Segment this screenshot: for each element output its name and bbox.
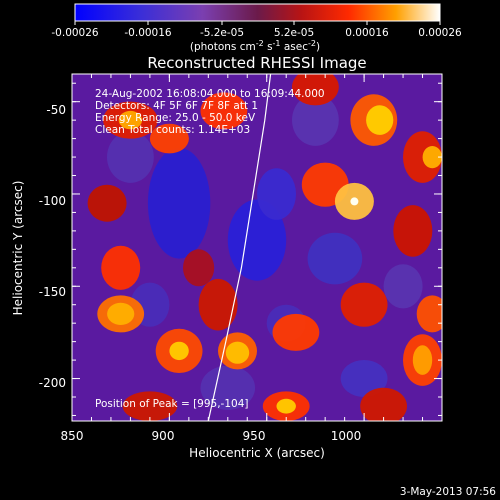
- intensity-region: [292, 94, 339, 146]
- colorbar-tick-label: 0.00016: [345, 27, 389, 39]
- intensity-region: [147, 147, 211, 259]
- colorbar-tick-label: -5.2e-05: [200, 27, 244, 39]
- intensity-region: [340, 360, 388, 397]
- intensity-region: [118, 110, 143, 130]
- solar-limb-line: [207, 74, 272, 421]
- annotation-energy-range: Energy Range: 25.0 - 50.0 keV: [95, 112, 256, 124]
- intensity-region: [360, 387, 407, 421]
- y-tick-label: -200: [39, 376, 66, 390]
- intensity-region: [257, 168, 296, 220]
- colorbar-ticks: [74, 21, 441, 25]
- annotation-detectors: Detectors: 4F 5F 6F 7F 8F att 1: [95, 100, 258, 112]
- colorbar-tick-label: -0.00016: [124, 27, 172, 39]
- annotation-clean-counts: Clean Total counts: 1.14E+03: [95, 124, 250, 136]
- intensity-region: [87, 184, 127, 222]
- peak-highlight: [350, 197, 359, 206]
- intensity-region: [149, 123, 189, 154]
- intensity-region: [393, 205, 433, 257]
- chart-title: Reconstructed RHESSI Image: [147, 54, 366, 72]
- annotation-peak-position: Position of Peak = [995,-104]: [95, 398, 249, 410]
- x-axis-label: Heliocentric X (arcsec): [189, 446, 325, 460]
- x-tick-label: 850: [61, 429, 84, 443]
- intensity-region: [200, 92, 248, 130]
- intensity-region: [366, 105, 394, 135]
- intensity-region: [383, 264, 423, 309]
- plot-frame: [71, 73, 443, 422]
- colorbar-units: (photons cm-2 s-1 asec-2): [190, 39, 320, 53]
- intensity-region: [200, 365, 256, 410]
- intensity-region: [403, 131, 442, 183]
- intensity-region: [292, 74, 339, 106]
- intensity-region: [198, 278, 238, 331]
- y-tick-label: -100: [39, 194, 66, 208]
- intensity-region: [101, 245, 141, 290]
- colorbar-tick-label: -0.00026: [51, 27, 99, 39]
- x-tick-label: 950: [243, 429, 266, 443]
- axes: [71, 74, 443, 421]
- intensity-region: [225, 341, 250, 364]
- intensity-region: [106, 131, 154, 183]
- heatmap-image: [87, 74, 442, 421]
- intensity-region: [107, 302, 135, 325]
- intensity-region: [272, 313, 320, 351]
- intensity-region: [183, 249, 215, 287]
- intensity-region: [307, 232, 363, 285]
- x-tick-label: 900: [152, 429, 175, 443]
- x-tick-label: 1000: [331, 429, 362, 443]
- intensity-region: [422, 146, 442, 169]
- colorbar: [74, 3, 441, 22]
- intensity-region: [276, 398, 296, 414]
- intensity-region: [416, 295, 442, 333]
- annotation-time-range: 24-Aug-2002 16:08:04.000 to 16:09:44.000: [95, 88, 325, 100]
- colorbar-tick-label: 5.2e-05: [274, 27, 314, 39]
- y-axis-label: Heliocentric Y (arcsec): [11, 181, 25, 316]
- intensity-region: [169, 341, 189, 361]
- y-tick-label: -150: [39, 285, 66, 299]
- intensity-region: [412, 345, 433, 375]
- footer-date: 3-May-2013 07:56: [400, 486, 496, 498]
- y-tick-label: -50: [46, 103, 66, 117]
- intensity-region: [340, 282, 388, 327]
- colorbar-tick-label: 0.00026: [418, 27, 462, 39]
- intensity-region: [122, 391, 178, 421]
